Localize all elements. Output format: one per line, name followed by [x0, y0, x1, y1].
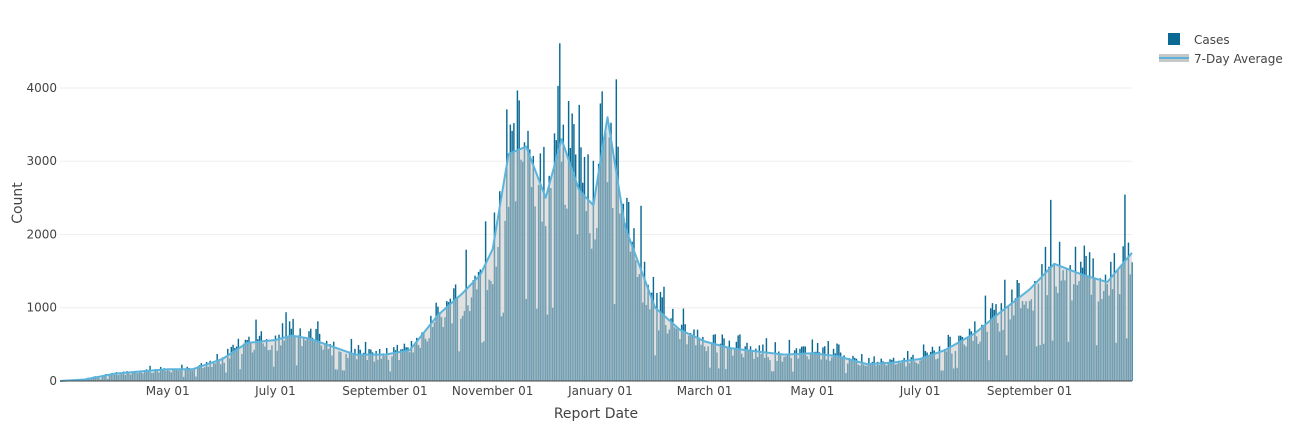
- seven-day-average: [59, 116, 1133, 382]
- legend-label-7-day-average: 7-Day Average: [1194, 52, 1283, 66]
- y-tick-label: 0: [49, 374, 57, 388]
- x-tick-label: November 01: [452, 384, 534, 398]
- y-tick-label: 1000: [26, 301, 57, 315]
- y-axis-title: Count: [10, 182, 26, 224]
- legend-swatch-cases: [1168, 33, 1180, 45]
- y-tick-label: 2000: [26, 227, 57, 241]
- seven-day-average-area: [60, 117, 1132, 381]
- legend-label-cases: Cases: [1194, 33, 1230, 47]
- x-axis-title: Report Date: [554, 406, 638, 421]
- y-axis: 0 1000 2000 3000 4000: [26, 81, 57, 388]
- x-tick-label: May 01: [790, 384, 834, 398]
- x-tick-label: July 01: [899, 384, 941, 398]
- x-axis: May 01 July 01 September 01 November 01 Janu…: [60, 380, 1132, 398]
- x-tick-label: January 01: [567, 384, 633, 398]
- x-tick-label: March 01: [677, 384, 733, 398]
- y-tick-label: 3000: [26, 154, 57, 168]
- legend-item-7-day-average[interactable]: 7-Day Average: [1159, 52, 1283, 66]
- x-tick-label: July 01: [254, 384, 296, 398]
- x-tick-label: September 01: [987, 384, 1072, 398]
- x-tick-label: September 01: [342, 384, 427, 398]
- y-tick-label: 4000: [26, 81, 57, 95]
- legend-item-cases[interactable]: Cases: [1168, 33, 1230, 47]
- x-tick-label: May 01: [146, 384, 190, 398]
- seven-day-average-line: [59, 116, 1133, 382]
- legend[interactable]: Cases 7-Day Average: [1159, 33, 1283, 66]
